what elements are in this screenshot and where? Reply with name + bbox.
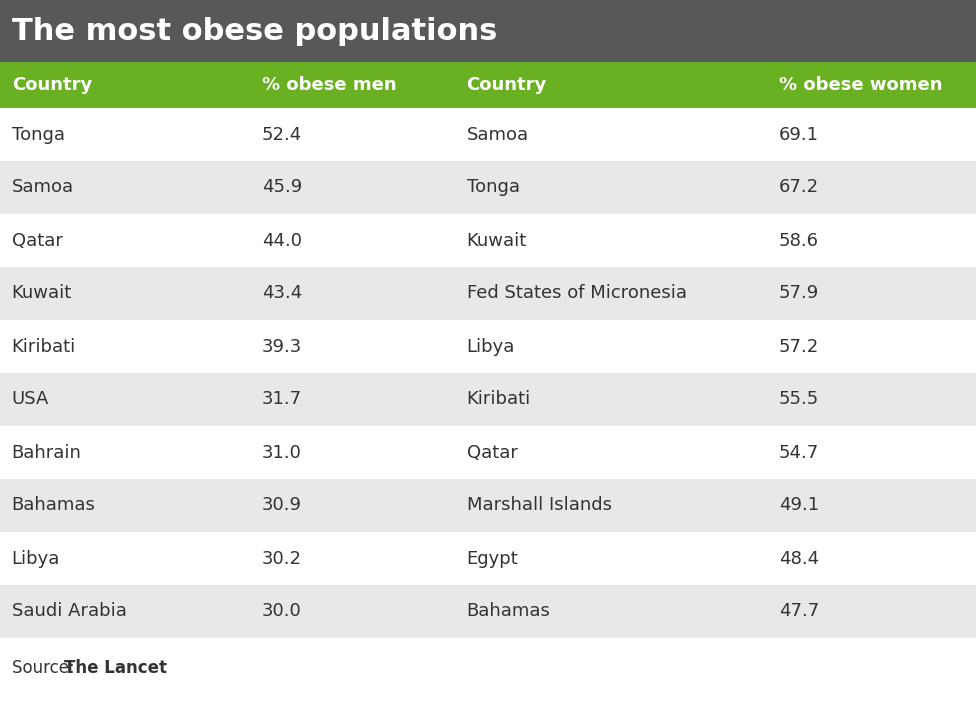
Text: Country: Country [467,76,547,94]
Text: 45.9: 45.9 [262,179,302,196]
Bar [0,638,976,698]
Text: Bahrain: Bahrain [12,443,82,462]
Text: Country: Country [12,76,92,94]
Text: Bahamas: Bahamas [467,602,550,621]
Text: 39.3: 39.3 [262,337,302,356]
Bar [0,426,976,479]
Text: 48.4: 48.4 [779,549,819,568]
Bar [0,0,976,62]
Text: 58.6: 58.6 [779,232,819,249]
Text: 30.2: 30.2 [262,549,302,568]
Text: Samoa: Samoa [12,179,74,196]
Text: 52.4: 52.4 [262,126,302,143]
Text: Kiribati: Kiribati [467,390,531,409]
Text: 30.0: 30.0 [262,602,302,621]
Text: 55.5: 55.5 [779,390,819,409]
Bar [0,532,976,585]
Text: % obese women: % obese women [779,76,943,94]
Text: Tonga: Tonga [12,126,64,143]
Text: Egypt: Egypt [467,549,518,568]
Text: USA: USA [12,390,49,409]
Text: 43.4: 43.4 [262,285,302,302]
Bar [0,214,976,267]
Text: Saudi Arabia: Saudi Arabia [12,602,127,621]
Text: Fed States of Micronesia: Fed States of Micronesia [467,285,686,302]
Text: Bahamas: Bahamas [12,496,96,515]
Text: Samoa: Samoa [467,126,529,143]
Bar [0,267,976,320]
Bar [0,108,976,161]
Text: 67.2: 67.2 [779,179,819,196]
Bar [0,373,976,426]
Text: Qatar: Qatar [467,443,517,462]
Text: Qatar: Qatar [12,232,62,249]
Text: Kuwait: Kuwait [12,285,72,302]
Text: 31.0: 31.0 [262,443,302,462]
Bar [0,320,976,373]
Text: 30.9: 30.9 [262,496,302,515]
Text: 54.7: 54.7 [779,443,819,462]
Text: 44.0: 44.0 [262,232,302,249]
Text: 47.7: 47.7 [779,602,819,621]
Text: Source:: Source: [12,659,80,677]
Text: The Lancet: The Lancet [63,659,167,677]
Text: Kuwait: Kuwait [467,232,527,249]
Text: Libya: Libya [467,337,515,356]
Bar [0,161,976,214]
Text: 49.1: 49.1 [779,496,819,515]
Bar [0,585,976,638]
Text: The most obese populations: The most obese populations [12,16,497,45]
Bar [0,479,976,532]
Text: 69.1: 69.1 [779,126,819,143]
Bar [0,62,976,108]
Text: % obese men: % obese men [262,76,396,94]
Text: Libya: Libya [12,549,61,568]
Text: 57.9: 57.9 [779,285,819,302]
Text: Marshall Islands: Marshall Islands [467,496,612,515]
Text: Kiribati: Kiribati [12,337,76,356]
Text: 57.2: 57.2 [779,337,819,356]
Text: 31.7: 31.7 [262,390,302,409]
Text: Tonga: Tonga [467,179,519,196]
